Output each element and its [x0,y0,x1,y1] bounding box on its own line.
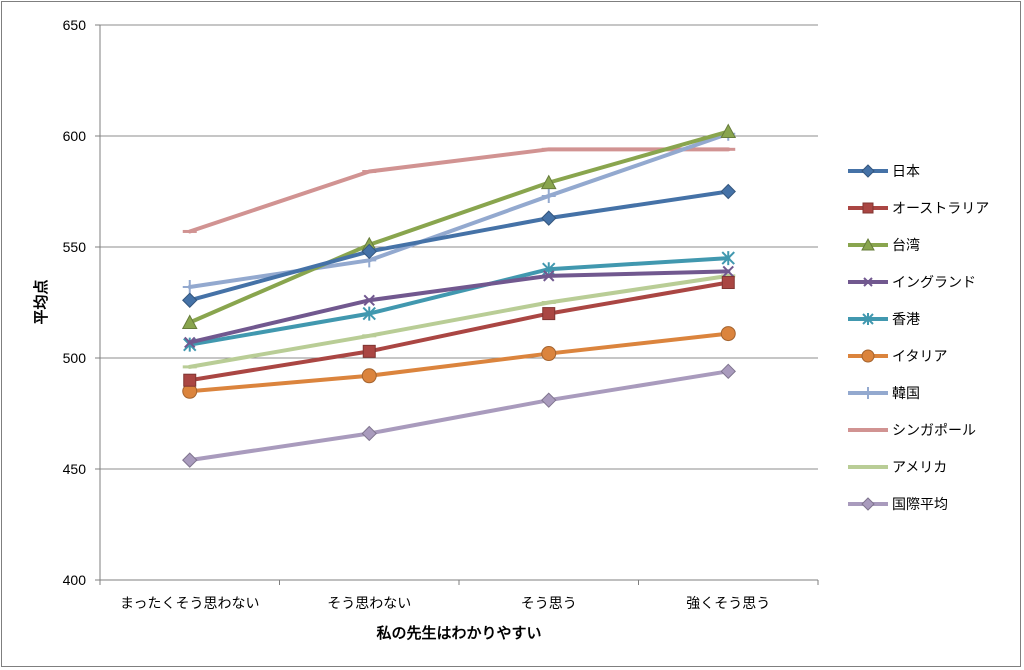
series-9 [182,273,736,369]
data-point-marker [182,452,198,468]
legend-item: 台湾 [848,237,920,254]
legend-item: 国際平均 [848,497,948,513]
data-point-marker [181,314,198,329]
y-tick-label: 400 [63,572,87,588]
series-line [187,280,731,383]
x-axis-ticks: まったくそう思わない そう思わない そう思う 強くそう思う [99,580,819,611]
data-point-marker [361,368,377,384]
data-point-marker [721,276,735,290]
series-5 [183,251,735,352]
data-point-marker [361,243,377,260]
data-point-marker [541,392,557,408]
data-point-marker [184,336,196,349]
x-tick-label: そう思わない [327,595,411,611]
y-tick-label: 550 [63,239,87,255]
data-point-marker [543,270,555,282]
legend-label: 国際平均 [892,497,948,513]
data-point-marker [863,277,873,287]
data-point-marker [362,344,376,358]
series-line [187,273,731,369]
legend-item: イングランド [848,275,976,291]
data-point-marker [182,292,198,308]
legend-label: イタリア [892,349,947,365]
data-point-marker [541,210,557,226]
data-point-marker [720,123,737,139]
x-tick-label: 強くそう思う [686,595,770,611]
legend-label: イングランド [892,275,976,291]
legend-label: 韓国 [892,386,920,402]
data-point-marker [861,497,875,511]
y-tick-label: 450 [63,461,87,477]
legend-item: 韓国 [848,386,920,402]
legend-label: 香港 [892,312,920,328]
series-line [187,269,731,345]
y-tick-label: 600 [63,128,87,144]
legend-item: オーストラリア [848,201,989,217]
x-tick-label: まったくそう思わない [120,595,259,611]
axes [99,25,818,581]
data-point-marker [861,237,875,251]
series-line [187,147,731,234]
legend-item: イタリア [848,349,947,365]
series-line [187,131,731,289]
series-4 [184,265,734,349]
data-point-marker [541,188,556,203]
x-axis-title: 私の先生はわかりやすい [375,624,541,642]
legend-label: 日本 [892,164,920,180]
y-axis-title: 平均点 [32,279,50,324]
series-10 [182,363,736,468]
data-point-marker [361,425,377,442]
gridlines [100,24,818,470]
series-line [187,129,731,325]
series-6 [182,326,736,399]
series-layer [181,123,737,468]
series-line [187,331,731,394]
data-point-marker [540,174,557,190]
data-point-marker [541,346,557,362]
data-point-marker [183,373,197,387]
data-point-marker [722,265,734,278]
legend-item: シンガポール [848,423,976,439]
legend-item: アメリカ [848,460,947,476]
legend-item: 香港 [848,312,920,328]
y-tick-label: 650 [63,17,87,33]
legend-label: 台湾 [892,237,920,254]
legend-label: シンガポール [892,423,976,439]
data-point-marker [363,294,375,306]
data-point-marker [720,363,736,380]
legend-label: アメリカ [892,460,947,476]
data-point-marker [362,306,376,321]
data-point-marker [542,307,556,321]
series-line [187,369,731,463]
data-point-marker [861,164,875,178]
data-point-marker [720,326,736,342]
data-point-marker [720,183,736,200]
series-line [187,189,731,303]
legend-item: 日本 [848,164,920,180]
legend-label: オーストラリア [892,201,989,217]
data-point-marker [862,387,874,399]
series-8 [182,147,736,234]
y-axis-ticks: 400 450 500 550 600 650 [63,17,100,588]
data-point-marker [721,251,735,266]
series-2 [183,276,735,387]
series-line [187,256,731,347]
data-point-marker [862,313,874,325]
y-tick-label: 500 [63,350,87,366]
series-1 [182,183,736,308]
data-point-marker [862,202,874,214]
data-point-marker [861,349,875,363]
data-point-marker [182,279,197,294]
x-tick-label: そう思う [521,595,577,611]
